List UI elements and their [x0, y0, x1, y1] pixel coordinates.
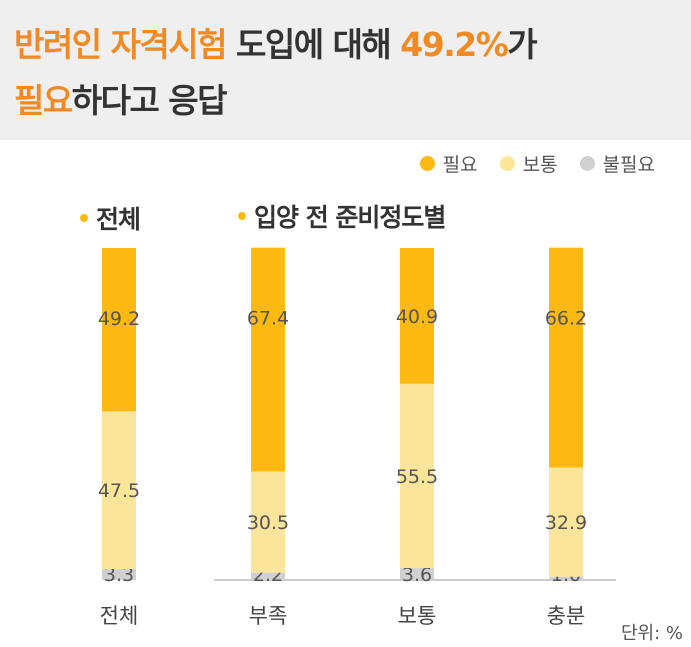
- section-bullet-dot: [238, 212, 246, 220]
- bar-segment-need: [400, 248, 434, 384]
- chart-legend: 필요 보통 불필요: [419, 150, 655, 177]
- bar-segment-unneeded: [102, 569, 136, 580]
- legend-label-neutral: 보통: [522, 154, 558, 176]
- unit-label: 단위: %: [620, 623, 683, 644]
- legend-item-unneeded: 불필요: [579, 150, 655, 177]
- data-label-neutral: 30.5: [247, 512, 289, 534]
- data-label-unneeded: 3.6: [402, 564, 432, 586]
- section-bullet-dot: [80, 214, 88, 222]
- data-label-unneeded: 3.3: [104, 564, 134, 586]
- data-label-need: 67.4: [247, 308, 289, 330]
- bar-segment-unneeded: [549, 576, 583, 580]
- legend-swatch-need: [419, 156, 435, 171]
- headline-2-segment: 필요: [14, 81, 73, 120]
- bar-segment-neutral: [102, 411, 136, 570]
- data-label-neutral: 32.9: [545, 512, 587, 534]
- section-label-overall: 전체: [80, 200, 141, 236]
- data-label-need: 66.2: [545, 308, 587, 330]
- headline-1-segment: 도입에 대해: [226, 25, 401, 64]
- bar-segment-neutral: [400, 383, 434, 569]
- headline-line-2: 필요하다고 응답: [14, 74, 228, 122]
- legend-item-neutral: 보통: [499, 150, 558, 177]
- category-label: 보통: [398, 604, 437, 628]
- legend-swatch-unneeded: [579, 156, 595, 171]
- headline-1-segment: 49.2%: [400, 25, 509, 64]
- bar-segment-unneeded: [400, 568, 434, 580]
- section-group-text: 입양 전 준비정도별: [254, 203, 446, 232]
- header-banner: 반려인 자격시험 도입에 대해 49.2%가 필요하다고 응답: [0, 0, 691, 140]
- category-label: 충분: [547, 604, 586, 628]
- headline-2-segment: 하다고 응답: [71, 81, 228, 120]
- data-label-neutral: 47.5: [98, 480, 140, 502]
- data-label-need: 49.2: [98, 308, 140, 330]
- data-label-neutral: 55.5: [396, 466, 438, 488]
- legend-label-unneeded: 불필요: [602, 154, 655, 176]
- section-overall-text: 전체: [96, 205, 141, 234]
- legend-item-need: 필요: [419, 150, 478, 177]
- bar-segment-need: [549, 247, 583, 468]
- section-label-by-preparation: 입양 전 준비정도별: [238, 198, 446, 234]
- bar-segment-need: [251, 247, 285, 472]
- bar-segment-need: [102, 248, 136, 412]
- headline-1-segment: 가: [507, 25, 537, 64]
- bar-segment-neutral: [251, 471, 285, 573]
- bar-segment-neutral: [549, 467, 583, 577]
- legend-label-need: 필요: [442, 154, 478, 176]
- bar-segment-unneeded: [251, 572, 285, 580]
- data-label-need: 40.9: [396, 306, 438, 328]
- legend-swatch-neutral: [499, 156, 515, 171]
- category-label: 부족: [249, 604, 288, 628]
- category-label: 전체: [100, 604, 139, 628]
- headline-line-1: 반려인 자격시험 도입에 대해 49.2%가: [14, 18, 538, 66]
- headline-1-segment: 반려인 자격시험: [14, 25, 228, 64]
